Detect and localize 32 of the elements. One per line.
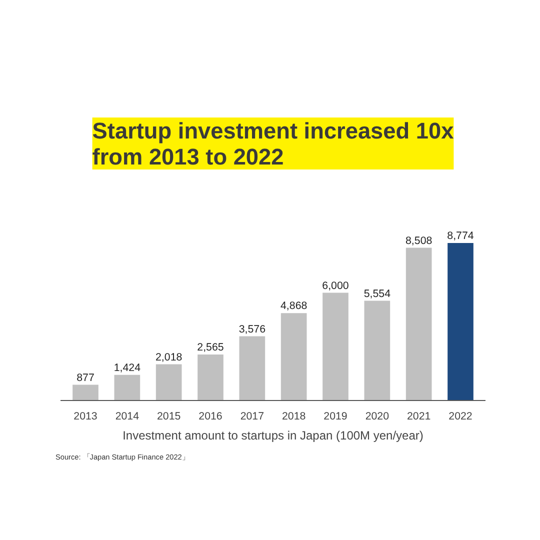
data-label: 1,424 <box>114 362 141 374</box>
x-tick-label: 2016 <box>198 410 222 422</box>
bar <box>322 292 348 400</box>
data-label: 2,565 <box>197 342 224 354</box>
data-label: 6,000 <box>322 280 349 292</box>
data-label: 2,018 <box>156 351 182 364</box>
bar <box>448 242 474 400</box>
chart-title: Startup investment increased 10x from 2013 to 2022 <box>92 118 454 170</box>
data-label: 8,508 <box>406 234 432 247</box>
bar <box>156 364 182 400</box>
x-tick-label: 2018 <box>282 410 306 422</box>
bar <box>280 313 307 400</box>
x-tick-label: 2019 <box>324 410 348 422</box>
x-tick-label: 2013 <box>74 410 98 422</box>
bar <box>72 384 98 400</box>
x-tick-label: 2020 <box>365 410 390 422</box>
bar <box>239 336 266 400</box>
x-tick-label: 2021 <box>406 410 431 422</box>
bar <box>114 374 140 400</box>
data-label: 877 <box>76 372 94 384</box>
bar <box>406 248 432 400</box>
data-label: 8,774 <box>447 230 474 242</box>
x-tick-label: 2015 <box>156 410 181 422</box>
data-label: 3,576 <box>238 323 266 336</box>
x-tick-label: 2017 <box>240 410 264 422</box>
bar <box>364 300 390 400</box>
bar <box>198 354 224 400</box>
data-label: 5,554 <box>364 288 391 300</box>
x-axis-title: Investment amount to startups in Japan (100M yen/year) <box>122 428 424 442</box>
data-label: 4,868 <box>280 300 308 312</box>
x-tick-label: 2022 <box>448 410 472 422</box>
x-tick-label: 2014 <box>115 410 140 422</box>
